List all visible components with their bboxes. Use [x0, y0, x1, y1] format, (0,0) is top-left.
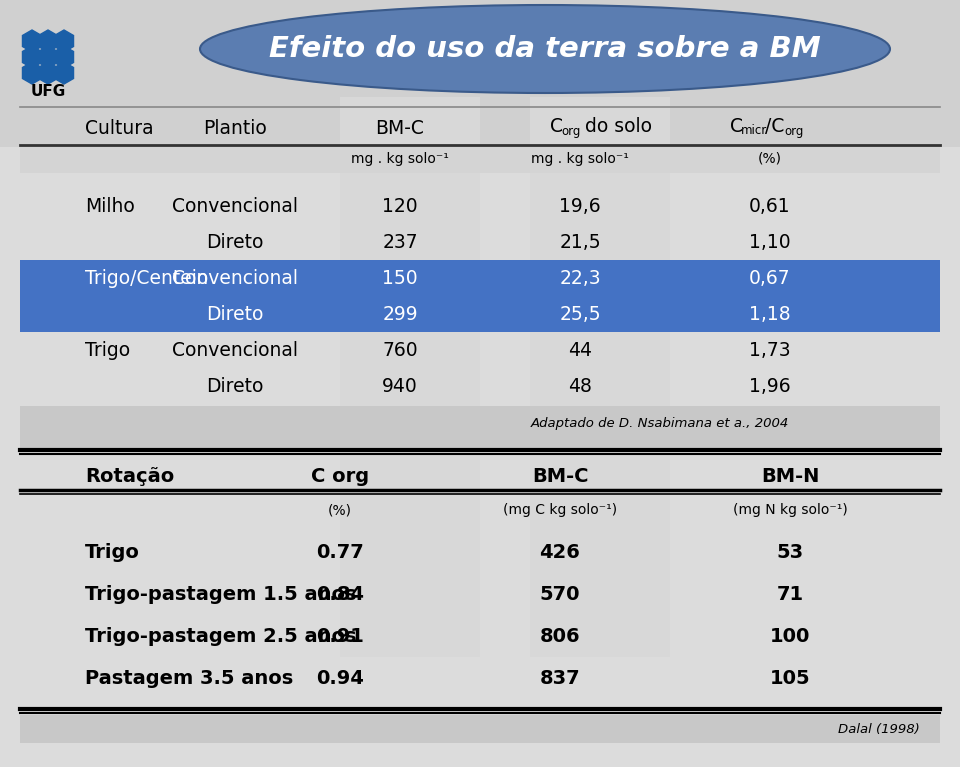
Text: Adaptado de D. Nsabimana et a., 2004: Adaptado de D. Nsabimana et a., 2004 [531, 417, 789, 430]
Text: 237: 237 [382, 233, 418, 252]
Text: 22,3: 22,3 [559, 269, 601, 288]
Text: 299: 299 [382, 305, 418, 324]
Text: Direto: Direto [206, 377, 264, 397]
Polygon shape [55, 46, 74, 68]
Text: 1,73: 1,73 [749, 341, 791, 360]
Text: 44: 44 [568, 341, 592, 360]
Bar [20, 406, 940, 448]
Text: Plantio: Plantio [204, 120, 267, 139]
Text: Trigo-pastagem 2.5 anos: Trigo-pastagem 2.5 anos [85, 627, 356, 646]
Text: /C: /C [765, 117, 784, 136]
Text: 0,67: 0,67 [749, 269, 791, 288]
Bar [20, 260, 940, 296]
Text: 0,61: 0,61 [749, 197, 791, 216]
Text: 105: 105 [770, 669, 810, 687]
Text: Direto: Direto [206, 233, 264, 252]
Bar [20, 296, 940, 332]
Text: (%): (%) [758, 152, 782, 166]
Text: 21,5: 21,5 [559, 233, 601, 252]
Text: 48: 48 [568, 377, 592, 397]
Text: 1,96: 1,96 [749, 377, 791, 397]
Text: 940: 940 [382, 377, 418, 397]
Bar [20, 147, 940, 173]
Polygon shape [22, 30, 41, 52]
Bar [0, 0, 960, 147]
Text: 0.94: 0.94 [316, 669, 364, 687]
Text: 25,5: 25,5 [559, 305, 601, 324]
Polygon shape [38, 46, 58, 68]
Text: Trigo: Trigo [85, 542, 140, 561]
Text: 120: 120 [382, 197, 418, 216]
Text: (%): (%) [328, 503, 352, 517]
Bar [20, 715, 940, 743]
Text: 150: 150 [382, 269, 418, 288]
Text: micr: micr [741, 124, 767, 137]
Text: 0.77: 0.77 [316, 542, 364, 561]
Polygon shape [55, 62, 74, 84]
Text: org: org [561, 124, 581, 137]
Text: mg . kg solo⁻¹: mg . kg solo⁻¹ [531, 152, 629, 166]
Text: 53: 53 [777, 542, 804, 561]
Text: BM-C: BM-C [532, 466, 588, 486]
Text: (mg C kg solo⁻¹): (mg C kg solo⁻¹) [503, 503, 617, 517]
Text: C: C [550, 117, 563, 136]
Text: 426: 426 [540, 542, 581, 561]
Text: 1,18: 1,18 [749, 305, 791, 324]
Text: 837: 837 [540, 669, 580, 687]
Bar [340, 97, 480, 657]
Text: C org: C org [311, 466, 369, 486]
Polygon shape [22, 46, 41, 68]
Text: Trigo/Centeio: Trigo/Centeio [85, 269, 208, 288]
Text: 570: 570 [540, 584, 580, 604]
Text: Convencional: Convencional [172, 197, 298, 216]
Text: Dalal (1998): Dalal (1998) [838, 723, 920, 736]
Text: BM-N: BM-N [761, 466, 819, 486]
Text: Trigo: Trigo [85, 341, 131, 360]
Text: UFG: UFG [31, 84, 65, 100]
Text: 71: 71 [777, 584, 804, 604]
Text: Efeito do uso da terra sobre a BM: Efeito do uso da terra sobre a BM [269, 35, 821, 63]
Polygon shape [38, 30, 58, 52]
Text: 760: 760 [382, 341, 418, 360]
Text: 0.84: 0.84 [316, 584, 364, 604]
Polygon shape [55, 30, 74, 52]
Text: Rotação: Rotação [85, 466, 175, 486]
Ellipse shape [200, 5, 890, 93]
Text: org: org [784, 124, 804, 137]
Text: 0.91: 0.91 [316, 627, 364, 646]
Text: Cultura: Cultura [85, 120, 154, 139]
Text: 1,10: 1,10 [749, 233, 791, 252]
Text: Convencional: Convencional [172, 269, 298, 288]
Text: 19,6: 19,6 [559, 197, 601, 216]
Polygon shape [38, 62, 58, 84]
Text: do solo: do solo [585, 117, 652, 136]
Text: Pastagem 3.5 anos: Pastagem 3.5 anos [85, 669, 293, 687]
Text: Trigo-pastagem 1.5 anos: Trigo-pastagem 1.5 anos [85, 584, 356, 604]
Text: 100: 100 [770, 627, 810, 646]
Text: Direto: Direto [206, 305, 264, 324]
Bar [530, 97, 670, 657]
Text: mg . kg solo⁻¹: mg . kg solo⁻¹ [351, 152, 449, 166]
Text: 806: 806 [540, 627, 580, 646]
Text: BM-C: BM-C [375, 120, 424, 139]
Text: C: C [730, 117, 743, 136]
Polygon shape [22, 62, 41, 84]
Text: Convencional: Convencional [172, 341, 298, 360]
Text: Milho: Milho [85, 197, 134, 216]
Text: (mg N kg solo⁻¹): (mg N kg solo⁻¹) [732, 503, 848, 517]
